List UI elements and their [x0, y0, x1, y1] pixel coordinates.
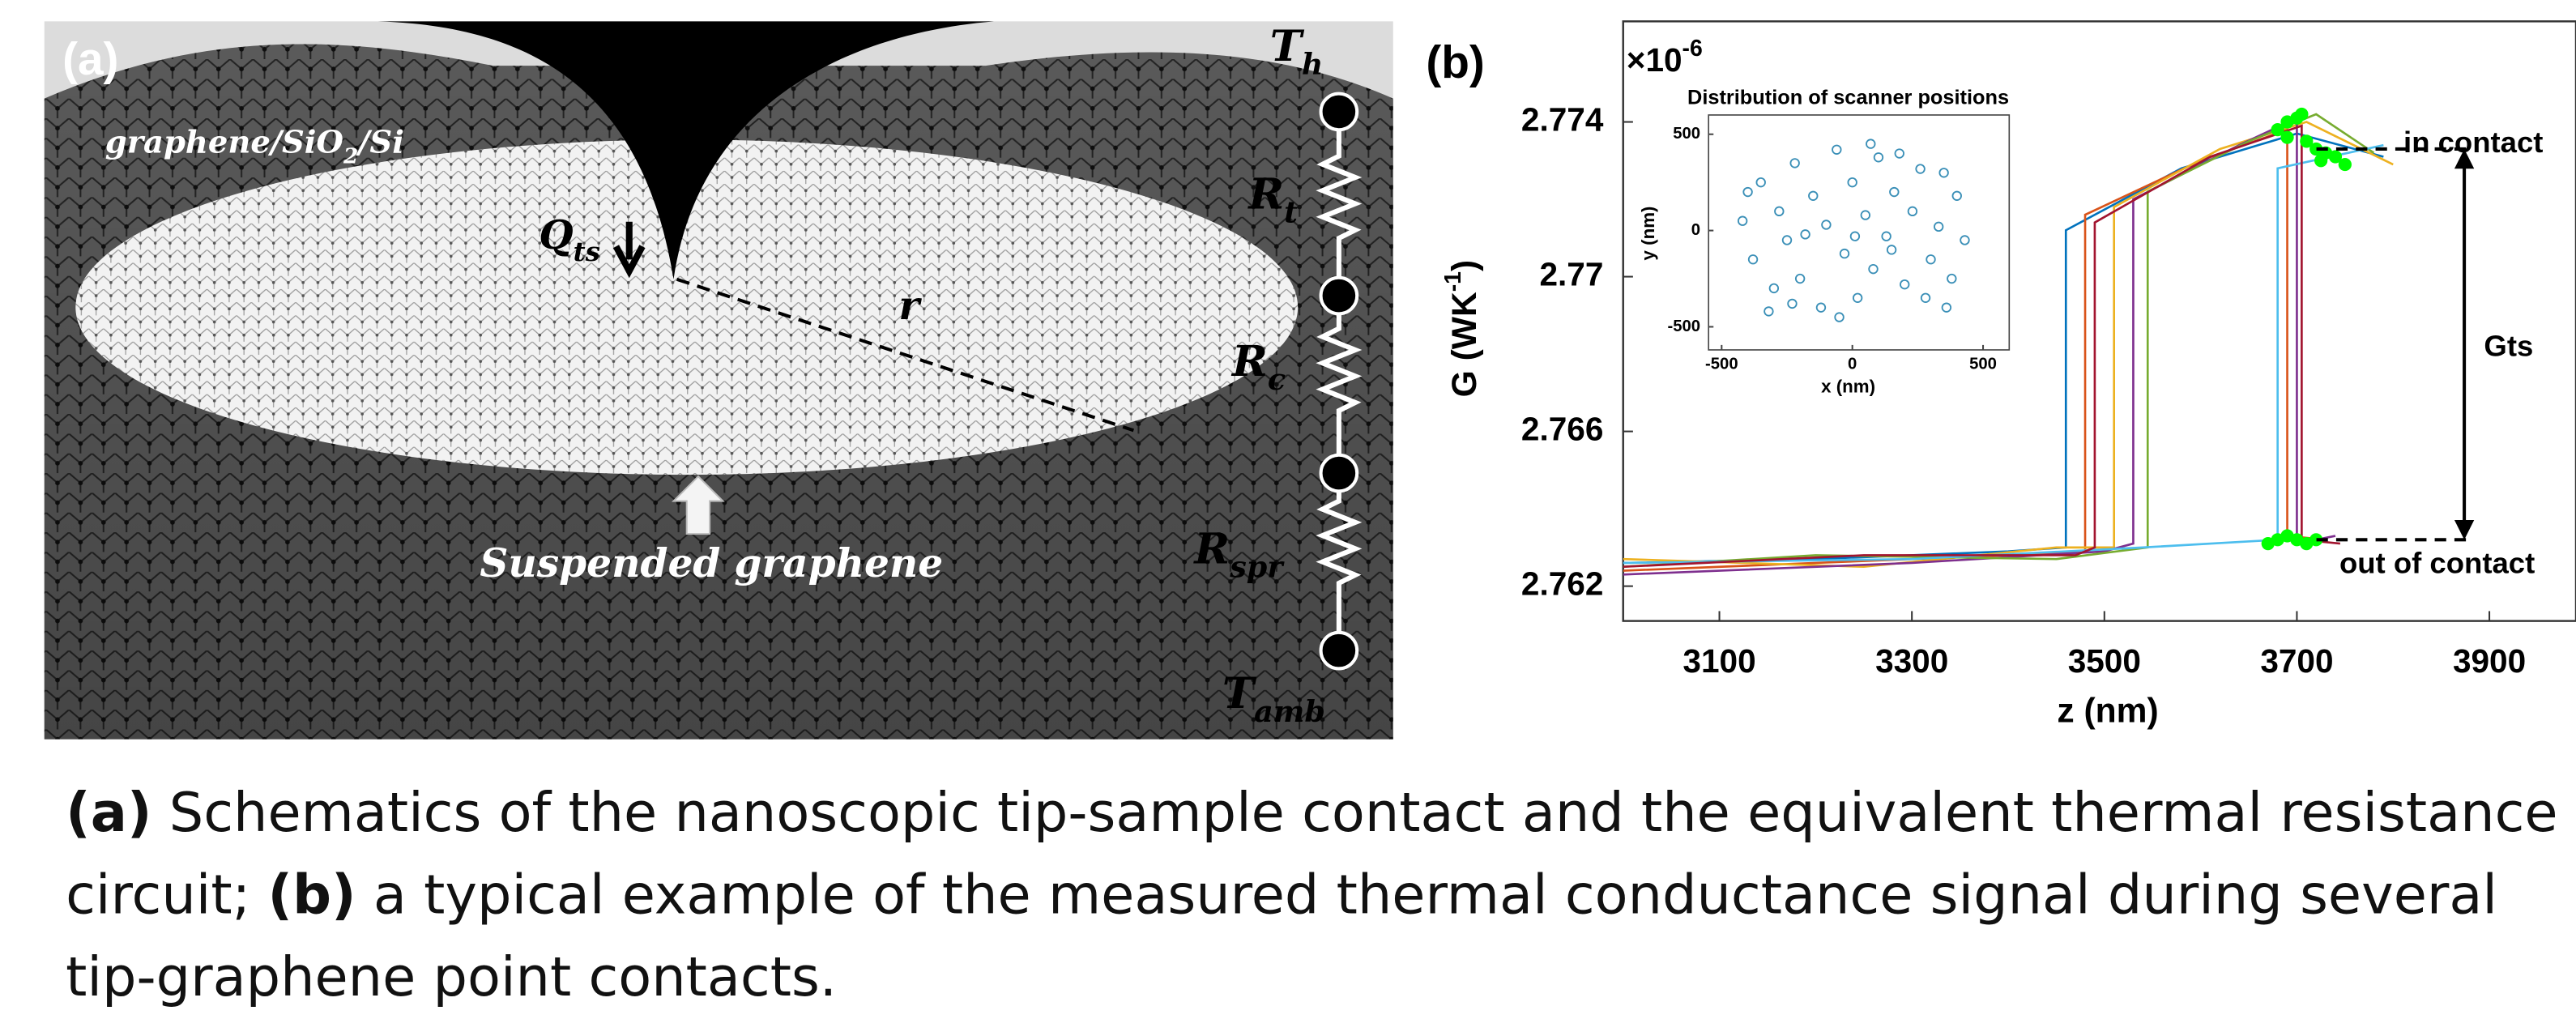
inset-x-tick-label: 0 [1848, 356, 1857, 373]
caption-label: (b) [267, 863, 356, 927]
inset-y-tick-label: 0 [1691, 221, 1700, 239]
text-part: ×10 [1627, 41, 1683, 79]
panel-label: (b) [1426, 37, 1484, 88]
y-tick-label: 2.774 [1521, 100, 1604, 138]
x-tick-label: 3900 [2453, 642, 2526, 680]
inset-x-tick-label: 500 [1969, 356, 1997, 373]
inset-y-tick-label: -500 [1667, 318, 1700, 335]
inset-title: Distribution of scanner positions [1687, 86, 2009, 109]
x-tick-label: 3700 [2260, 642, 2333, 680]
y-axis-label: G (WK-1) [1440, 260, 1485, 398]
text-sup: -1 [1440, 271, 1466, 292]
contact-point [2339, 158, 2352, 171]
x-axis-label: z (nm) [2057, 691, 2158, 730]
text-part: ) [1445, 260, 1484, 271]
inset-x-label: x (nm) [1821, 377, 1875, 397]
figure: (a) graphene/SiO2/Si Th Rt Rc Rspr Tamb … [0, 0, 2576, 1018]
page: Tip-graphene thermal contact figure { "p… [0, 0, 2576, 1019]
caption-text: a typical example of the measured therma… [66, 863, 2497, 1008]
y-tick-label: 2.77 [1539, 255, 1603, 292]
caption: (a) Schematics of the nanoscopic tip-sam… [66, 772, 2563, 1018]
text-part: G (WK [1445, 292, 1484, 397]
annotation: in contact [2403, 126, 2543, 159]
contact-point [2280, 131, 2293, 144]
contact-point [2295, 108, 2308, 121]
contact-point [2314, 154, 2327, 167]
text-sup: -6 [1683, 36, 1703, 62]
body: (a) graphene/SiO2/Si Th Rt Rc Rspr Tamb … [0, 0, 2576, 1019]
panel-b: (b) ×10-6 G (WK-1) z (nm) in contact out… [0, 0, 2576, 756]
annotation: Gts [2484, 330, 2533, 363]
annotation: out of contact [2339, 546, 2535, 579]
y-tick-label: 2.766 [1521, 410, 1603, 447]
caption-label: (a) [66, 780, 151, 844]
inset-y-label: y (nm) [1638, 207, 1658, 261]
inset-y-tick-label: 500 [1673, 125, 1700, 143]
x-tick-label: 3500 [2068, 642, 2141, 680]
inset-x-tick-label: -500 [1705, 356, 1738, 373]
inset: Distribution of scanner positions x (nm)… [1638, 79, 2041, 407]
y-tick-label: 2.762 [1521, 565, 1603, 602]
x-tick-label: 3300 [1875, 642, 1948, 680]
x-tick-label: 3100 [1683, 642, 1755, 680]
